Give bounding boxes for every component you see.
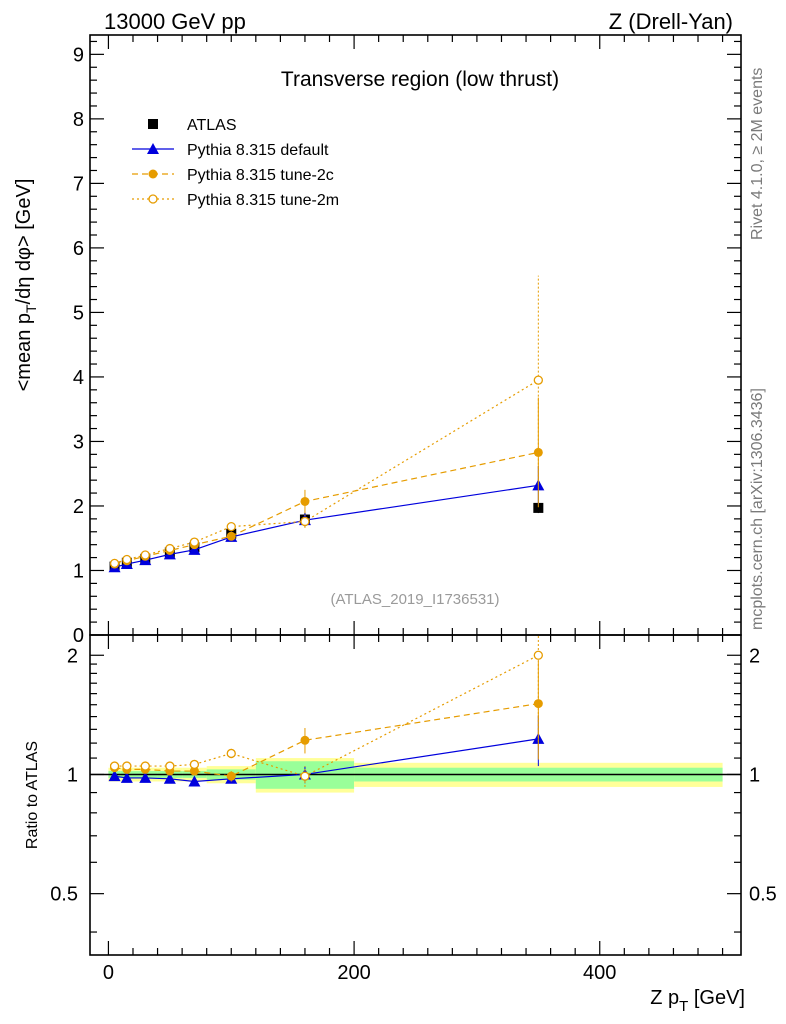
legend: ATLAS Pythia 8.315 default Pythia 8.315 tu…: [132, 117, 339, 209]
ratio-tick-label-left: 0.5: [50, 884, 78, 906]
svg-text:<mean pT/dη dφ> [GeV]: <mean pT/dη dφ> [GeV]: [13, 179, 39, 392]
data-point: [226, 521, 236, 532]
ratio-point: [189, 759, 200, 770]
y-tick-label: 1: [73, 560, 84, 582]
ratio-tick-label-right: 1: [749, 764, 760, 786]
ratio-point: [109, 761, 120, 771]
legend-item: Pythia 8.315 tune-2m: [132, 192, 339, 209]
data-point: [122, 554, 132, 565]
legend-marker: [147, 143, 159, 154]
ratio-tick-label-right: 2: [749, 645, 760, 667]
data-point: [533, 375, 543, 385]
ratio-point: [533, 699, 543, 709]
y-tick-label: 0: [73, 625, 84, 647]
y-tick-label: 7: [73, 173, 84, 195]
y-label-sub: T: [23, 304, 39, 313]
x-label-start: Z p: [650, 987, 679, 1009]
data-point: [533, 502, 544, 513]
ratio-point: [300, 771, 310, 781]
side-mcplots-label: mcplots.cern.ch [arXiv:1306.3436]: [749, 388, 766, 630]
data-point: [189, 537, 200, 547]
header-right: Z (Drell-Yan): [609, 9, 733, 34]
data-point: [300, 516, 310, 527]
ratio-point: [163, 772, 176, 784]
x-tick-label: 0: [103, 962, 114, 984]
ratio-point: [300, 735, 310, 745]
legend-label: Pythia 8.315 tune-2c: [187, 167, 334, 184]
x-tick-label: 400: [583, 962, 616, 984]
series-line: [114, 379, 539, 564]
ratio-frame: [89, 634, 742, 956]
watermark-label: (ATLAS_2019_I1736531): [330, 591, 499, 608]
legend-item: ATLAS: [148, 117, 237, 134]
legend-item: Pythia 8.315 default: [132, 142, 329, 159]
legend-label: ATLAS: [187, 117, 237, 134]
legend-marker: [148, 169, 158, 179]
side-rivet-label: Rivet 4.1.0, ≥ 2M events: [749, 68, 766, 240]
ratio-point: [108, 770, 121, 782]
x-axis-label: Z pT [GeV]: [650, 987, 745, 1015]
chart-title: Transverse region (low thrust): [281, 68, 559, 91]
legend-label: Pythia 8.315 default: [187, 142, 329, 159]
x-label-unit: [GeV]: [688, 987, 745, 1009]
ratio-series-line: [114, 654, 539, 777]
y-tick-label: 5: [73, 302, 84, 324]
ratio-tick-label-left: 2: [67, 645, 78, 667]
data-point: [140, 550, 150, 560]
legend-marker: [148, 194, 158, 204]
y-tick-label: 2: [73, 496, 84, 518]
y-tick-label: 9: [73, 44, 84, 66]
ratio-point: [226, 748, 236, 759]
y-label-start: <mean p: [13, 313, 35, 391]
main-panel: 0 1 2 3 4 5 6 7 8 9: [73, 34, 742, 647]
header-left: 13000 GeV pp: [104, 9, 246, 34]
ratio-point: [188, 775, 201, 787]
legend-marker: [148, 119, 158, 129]
data-point: [109, 558, 120, 569]
ratio-point: [140, 761, 150, 771]
y-tick-label: 4: [73, 367, 84, 389]
ratio-point: [165, 761, 175, 771]
data-point: [300, 496, 310, 506]
ratio-tick-label-right: 0.5: [749, 884, 777, 906]
data-point: [165, 543, 175, 554]
ratio-point: [226, 771, 236, 781]
legend-label: Pythia 8.315 tune-2m: [187, 192, 339, 209]
y-label-rest: /dη dφ> [GeV]: [13, 179, 35, 305]
ratio-point: [533, 650, 543, 660]
x-label-sub: T: [679, 998, 688, 1015]
data-point: [188, 543, 201, 555]
y-tick-label: 6: [73, 238, 84, 260]
ratio-point: [122, 761, 132, 771]
main-y-axis-label: <mean pT/dη dφ> [GeV]: [13, 179, 39, 392]
data-point: [226, 531, 236, 541]
ratio-point: [189, 766, 199, 776]
ratio-panel: 0.5 0.5 1 1 2 2 0 200 400: [50, 634, 777, 984]
ratio-tick-label-left: 1: [67, 764, 78, 786]
series-line: [114, 484, 539, 568]
x-tick-label: 200: [337, 962, 370, 984]
y-tick-label: 3: [73, 431, 84, 453]
y-tick-label: 8: [73, 109, 84, 131]
ratio-point: [120, 771, 133, 783]
ratio-point: [139, 771, 152, 783]
legend-item: Pythia 8.315 tune-2c: [132, 167, 334, 184]
ratio-y-axis-label: Ratio to ATLAS: [24, 741, 41, 849]
